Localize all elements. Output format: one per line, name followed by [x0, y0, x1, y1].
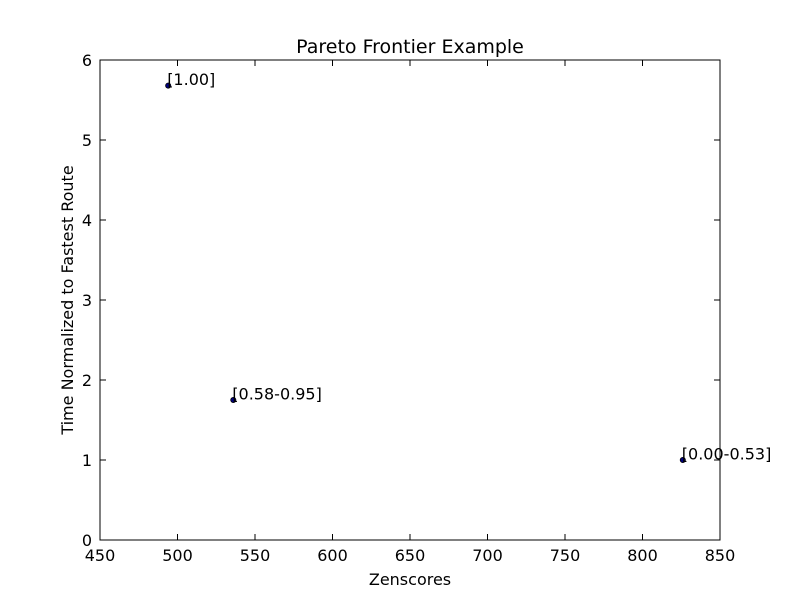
x-tick-label: 550 [240, 546, 271, 565]
x-tick-label: 850 [705, 546, 736, 565]
data-point-label: [0.00-0.53] [682, 445, 772, 464]
x-tick-label: 450 [85, 546, 116, 565]
x-tick-label: 700 [472, 546, 503, 565]
y-axis-label: Time Normalized to Fastest Route [58, 165, 77, 435]
plot-area-frame [99, 59, 721, 541]
data-point [230, 396, 237, 403]
axis-ticks: 450 500 550 600 650 700 750 800 850 0 1 2 3 4 5 6 [82, 51, 735, 565]
y-tick-label: 6 [82, 51, 92, 70]
y-tick-label: 2 [82, 371, 92, 390]
y-tick-label: 3 [82, 291, 92, 310]
data-point-label: [0.58-0.95] [232, 385, 322, 404]
x-tick-label: 650 [395, 546, 426, 565]
chart-title: Pareto Frontier Example [296, 36, 524, 58]
x-tick-label: 600 [317, 546, 348, 565]
x-tick-label: 750 [550, 546, 581, 565]
data-points: [1.00] [0.58-0.95] [0.00-0.53] [165, 70, 772, 464]
data-point-label: [1.00] [167, 70, 215, 89]
data-point [679, 456, 686, 463]
y-tick-label: 5 [82, 131, 92, 150]
y-tick-label: 1 [82, 451, 92, 470]
x-axis-label: Zenscores [369, 570, 451, 589]
data-point [165, 82, 172, 89]
y-tick-label: 0 [82, 531, 92, 550]
y-tick-label: 4 [82, 211, 92, 230]
x-tick-label: 500 [162, 546, 193, 565]
x-tick-label: 800 [627, 546, 658, 565]
